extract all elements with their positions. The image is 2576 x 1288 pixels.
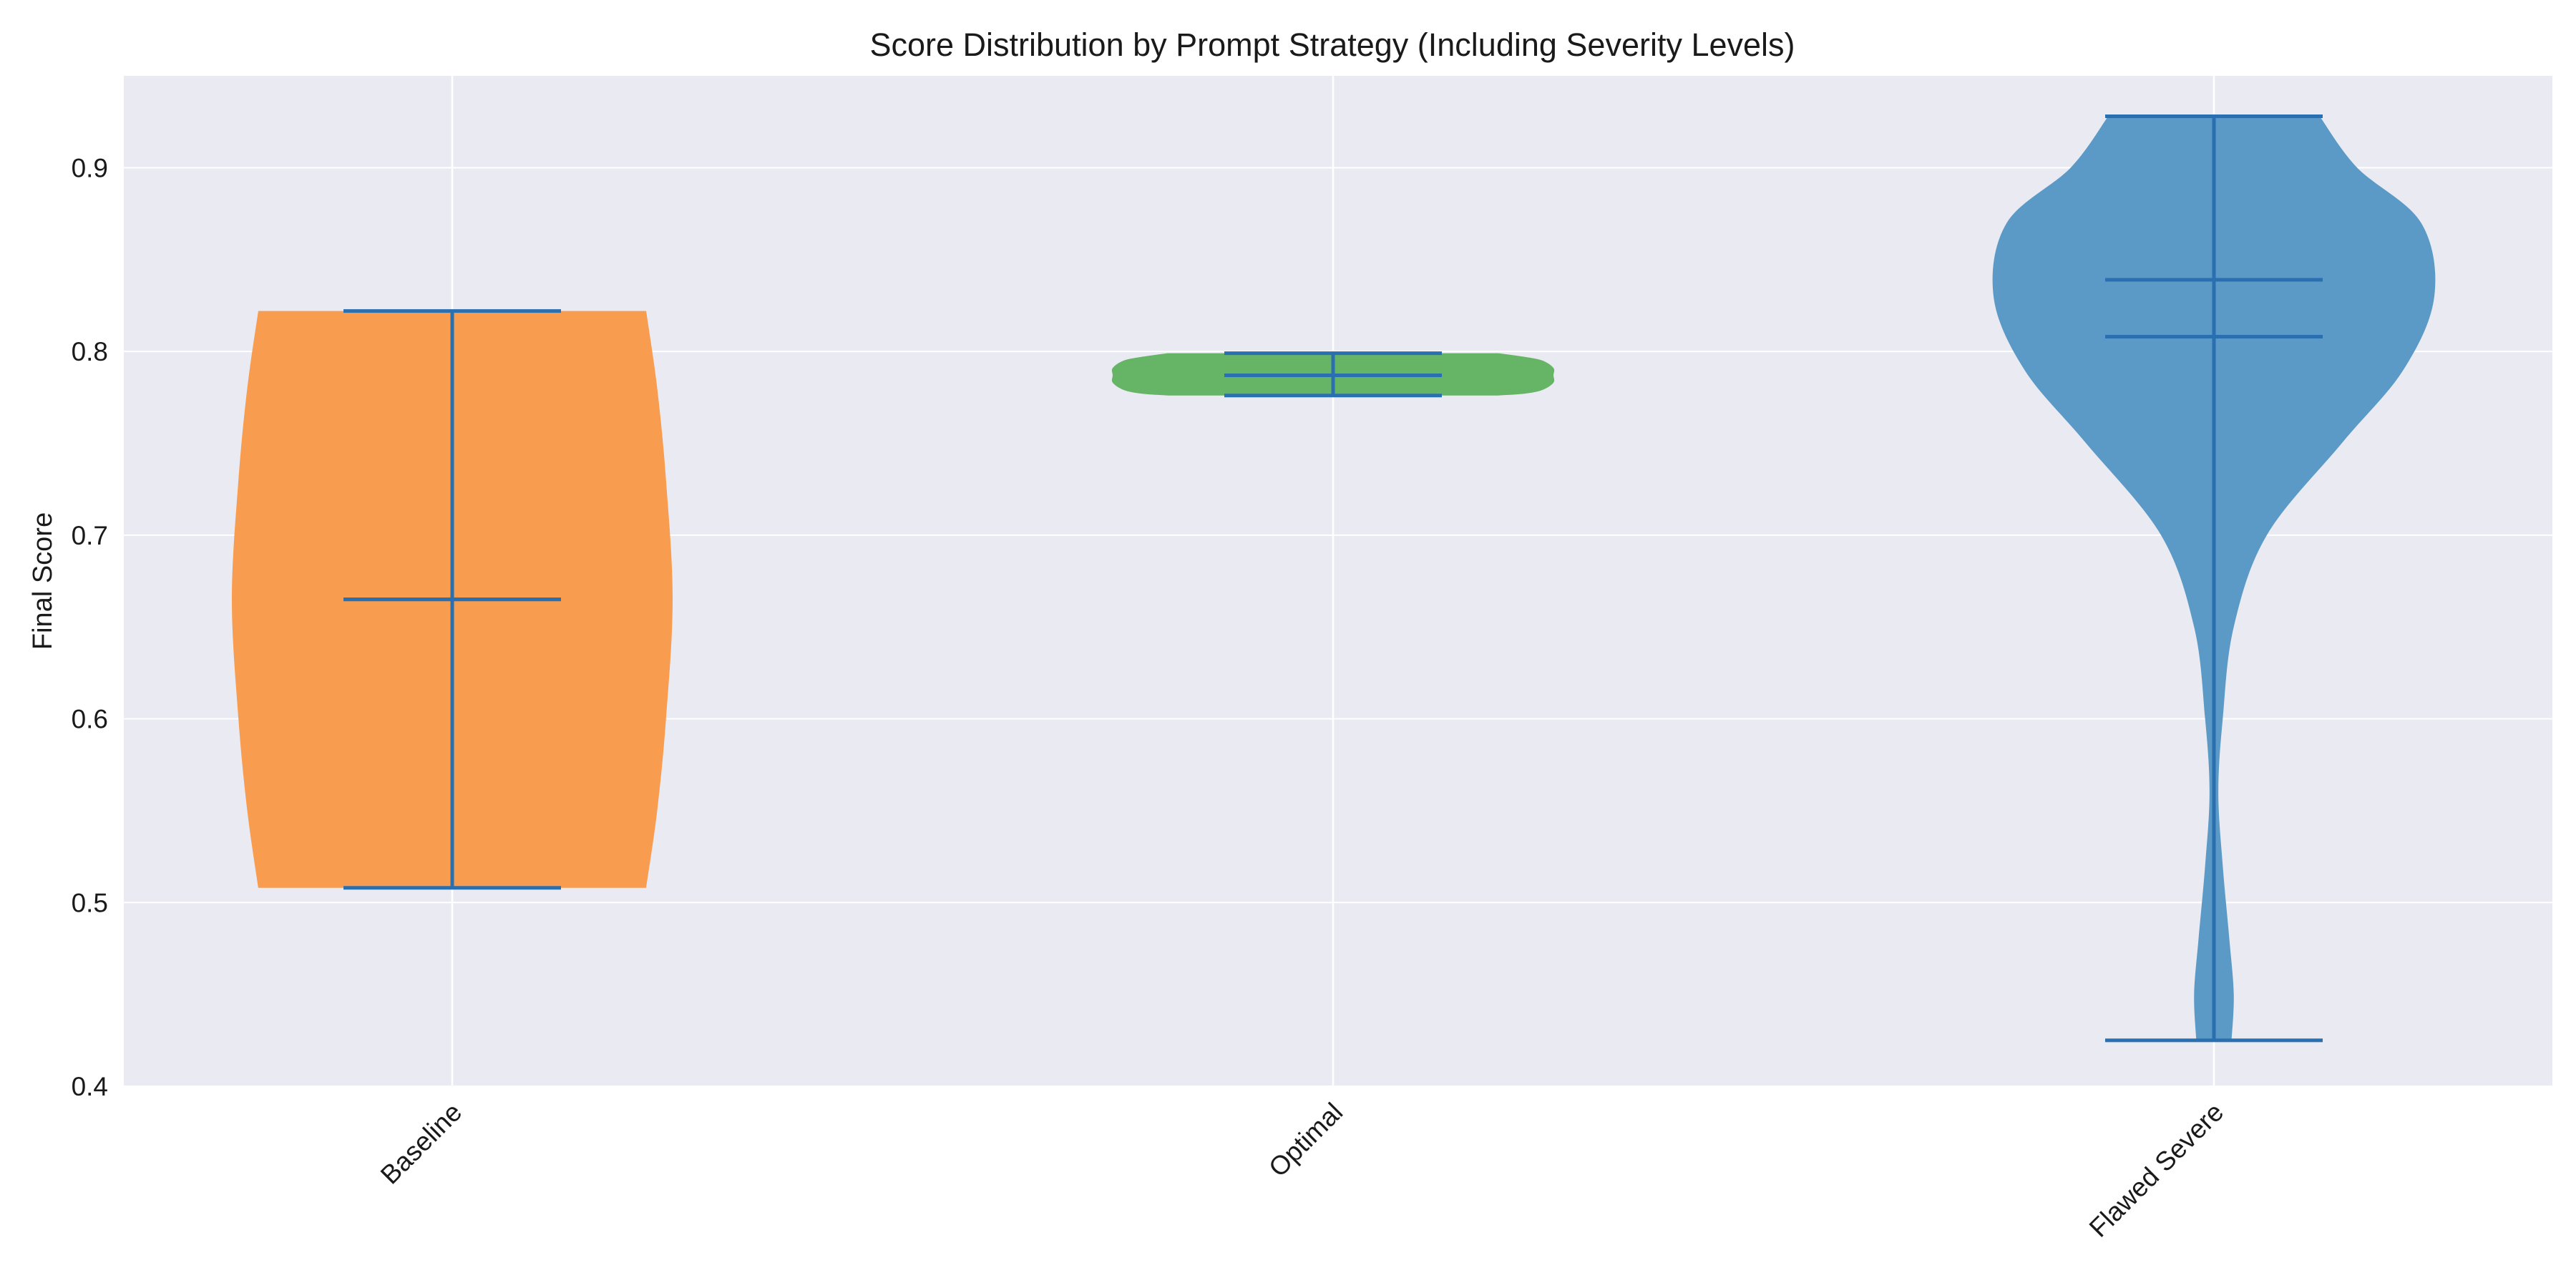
chart-title: Score Distribution by Prompt Strategy (I… bbox=[869, 26, 1795, 63]
y-tick-label: 0.6 bbox=[72, 705, 108, 734]
y-tick-label: 0.8 bbox=[72, 337, 108, 366]
y-axis-ticks: 0.4 0.5 0.6 0.7 0.8 0.9 bbox=[72, 153, 108, 1101]
y-tick-label: 0.4 bbox=[72, 1072, 108, 1101]
violin-statistics bbox=[343, 114, 2323, 1043]
y-tick-label: 0.9 bbox=[72, 153, 108, 182]
y-tick-label: 0.7 bbox=[72, 521, 108, 550]
y-tick-label: 0.5 bbox=[72, 888, 108, 917]
y-axis-label: Final Score bbox=[28, 512, 58, 650]
